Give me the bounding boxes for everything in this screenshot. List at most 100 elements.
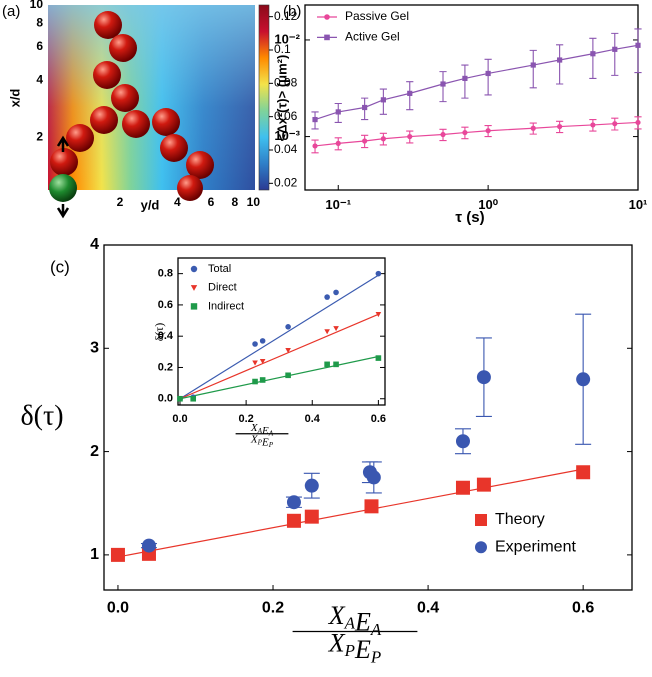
- marker: [304, 478, 319, 493]
- label-subscript: P: [370, 647, 381, 666]
- marker: [462, 75, 468, 82]
- active-bead: [49, 174, 77, 202]
- marker: [366, 470, 381, 485]
- colorbar-tick-label: 0.04: [274, 142, 298, 156]
- panel-label: (c): [50, 257, 70, 276]
- legend-label: Direct: [208, 282, 237, 294]
- colorbar-tick-label: 0.1: [274, 42, 291, 56]
- error-bar: [461, 64, 469, 99]
- heat-field-shade: [48, 5, 255, 190]
- y-tick-label: 6: [36, 39, 43, 53]
- x-tick-label: 8: [232, 195, 239, 209]
- x-axis-label: τ (s): [455, 209, 484, 226]
- y-tick-label: 8: [36, 15, 43, 29]
- label-part: E: [354, 607, 371, 636]
- marker: [455, 434, 470, 449]
- label-part: X: [250, 422, 259, 434]
- label-subscript: P: [344, 641, 355, 660]
- legend-label: Total: [208, 263, 231, 275]
- bead: [177, 175, 203, 201]
- label-subscript: P: [268, 441, 274, 449]
- marker: [333, 289, 339, 296]
- bead: [50, 148, 78, 176]
- plot-frame: [304, 4, 639, 191]
- panel-label: (a): [2, 3, 20, 20]
- bead: [186, 151, 214, 179]
- label-subscript: A: [344, 613, 356, 632]
- trend-line: [179, 355, 379, 400]
- marker: [462, 129, 468, 136]
- marker: [286, 513, 301, 528]
- bead: [160, 134, 188, 162]
- marker: [177, 395, 183, 402]
- label-part: X: [250, 433, 259, 445]
- marker: [380, 97, 386, 103]
- x-tick-label: 0.0: [107, 600, 129, 617]
- marker: [485, 70, 491, 77]
- y-tick-label: 10⁻³: [274, 128, 300, 143]
- label-subscript: A: [257, 426, 263, 434]
- marker: [635, 42, 641, 48]
- marker: [440, 131, 446, 138]
- y-tick-label: 10⁻²: [274, 31, 300, 46]
- x-tick-label: 10⁰: [478, 197, 498, 212]
- marker: [286, 495, 301, 510]
- heatmap-field: [48, 5, 255, 190]
- marker: [375, 355, 382, 361]
- marker: [285, 372, 291, 379]
- y-tick-label: 4: [36, 72, 43, 86]
- x-tick-label: 6: [208, 195, 215, 209]
- axis-label-denominator: XPEP: [250, 433, 274, 449]
- plot-frame: [103, 244, 633, 591]
- marker: [407, 133, 413, 140]
- marker: [252, 341, 258, 347]
- marker: [190, 395, 197, 402]
- marker: [324, 361, 330, 368]
- y-axis-label: δ(τ): [20, 400, 63, 431]
- marker: [476, 477, 491, 492]
- x-tick-label: 0.2: [262, 600, 284, 617]
- marker: [530, 62, 536, 68]
- marker: [375, 270, 382, 277]
- bead: [94, 11, 122, 39]
- y-tick-label: 10: [30, 0, 44, 11]
- marker: [485, 128, 491, 134]
- marker: [364, 499, 379, 514]
- bead: [152, 108, 180, 136]
- colorbar: [258, 4, 270, 191]
- y-tick-label: 2: [90, 443, 99, 460]
- marker: [324, 294, 330, 300]
- legend-label: Experiment: [495, 538, 576, 555]
- marker: [590, 122, 596, 128]
- label-part: X: [328, 628, 346, 657]
- trend-line: [179, 313, 379, 400]
- marker: [324, 329, 330, 335]
- marker: [333, 326, 339, 332]
- axis-label-denominator: XPEP: [328, 628, 381, 666]
- marker: [590, 51, 596, 57]
- marker: [333, 361, 339, 368]
- error-bar: [529, 49, 537, 89]
- x-tick-label: 2: [117, 195, 124, 209]
- error-bar: [484, 58, 492, 96]
- y-axis-label: <Δx²(τ)> (μm²): [274, 55, 289, 142]
- marker: [335, 109, 341, 115]
- panel-label: (b): [283, 3, 301, 20]
- x-tick-label: 0.4: [305, 413, 321, 425]
- marker: [259, 377, 266, 383]
- y-tick-label: 3: [90, 340, 99, 357]
- legend-label: Active Gel: [345, 30, 400, 44]
- y-tick-label: 0.6: [158, 299, 173, 311]
- colorbar-tick-label: 0.06: [274, 109, 298, 123]
- x-tick-label: 10⁻¹: [325, 197, 351, 212]
- inset-background: [150, 252, 395, 457]
- y-tick-label: 1: [90, 546, 99, 563]
- marker: [612, 121, 618, 127]
- legend-label: Indirect: [208, 300, 244, 312]
- marker: [110, 547, 125, 562]
- marker: [259, 358, 266, 365]
- y-tick-label: 0.8: [158, 268, 173, 280]
- x-tick-label: 0.0: [172, 413, 187, 425]
- trend-line: [179, 274, 379, 400]
